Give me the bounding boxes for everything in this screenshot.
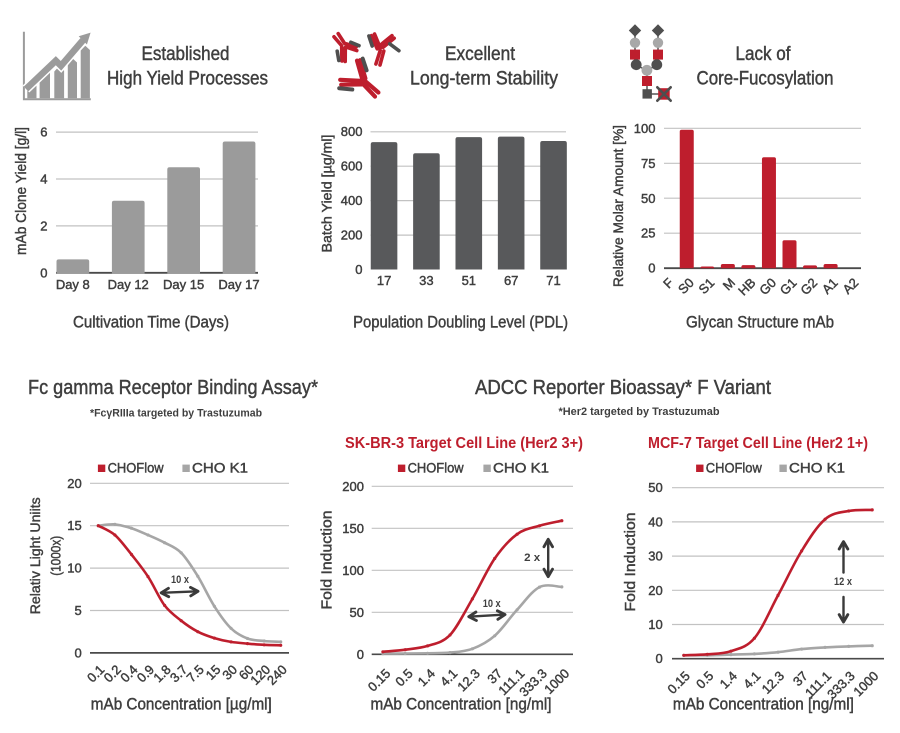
svg-text:Day 12: Day 12 [108, 277, 149, 292]
svg-text:10: 10 [67, 561, 81, 576]
svg-text:*Her2 targeted by Trastuzumab: *Her2 targeted by Trastuzumab [559, 406, 720, 418]
svg-text:Lack of: Lack of [736, 44, 792, 65]
svg-text:400: 400 [341, 193, 363, 208]
svg-text:Batch Yield [µg/ml]: Batch Yield [µg/ml] [318, 135, 334, 253]
svg-text:Day 17: Day 17 [218, 277, 259, 292]
svg-text:100: 100 [342, 563, 364, 578]
svg-text:12 x: 12 x [834, 576, 853, 588]
svg-text:Day 15: Day 15 [163, 277, 204, 292]
svg-text:0: 0 [355, 262, 362, 277]
svg-text:MCF-7 Target Cell Line (Her2 1: MCF-7 Target Cell Line (Her2 1+) [648, 435, 868, 452]
svg-text:F: F [660, 275, 676, 291]
svg-text:0: 0 [648, 261, 655, 276]
svg-text:(1000x): (1000x) [47, 536, 63, 576]
svg-text:CHO K1: CHO K1 [192, 460, 248, 476]
svg-text:17: 17 [377, 273, 391, 288]
svg-text:Relativ Light Uniits: Relativ Light Uniits [27, 497, 43, 614]
svg-text:CHO K1: CHO K1 [493, 460, 549, 476]
svg-text:Fold Induction: Fold Induction [319, 511, 336, 610]
svg-text:30: 30 [648, 549, 662, 564]
svg-text:A2: A2 [839, 275, 861, 297]
svg-text:Relative Molar Amount [%]: Relative Molar Amount [%] [610, 125, 626, 287]
svg-text:Fc gamma Receptor Binding Assa: Fc gamma Receptor Binding Assay* [28, 377, 318, 399]
svg-text:SK-BR-3 Target Cell Line (Her2: SK-BR-3 Target Cell Line (Her2 3+) [345, 435, 583, 452]
svg-text:Cultivation Time (Days): Cultivation Time (Days) [73, 313, 229, 332]
svg-text:40: 40 [648, 514, 662, 529]
svg-text:mAb Concentration [ng/ml]: mAb Concentration [ng/ml] [673, 696, 854, 714]
svg-text:ADCC Reporter Bioassay* F Vari: ADCC Reporter Bioassay* F Variant [475, 377, 771, 399]
svg-text:HB: HB [735, 275, 758, 298]
svg-text:mAb Concentration [ng/ml]: mAb Concentration [ng/ml] [371, 696, 552, 714]
svg-text:0.15: 0.15 [365, 666, 394, 695]
svg-text:50: 50 [350, 605, 364, 620]
svg-text:6: 6 [40, 125, 47, 140]
svg-text:0: 0 [74, 645, 81, 660]
svg-text:CHOFlow: CHOFlow [108, 460, 165, 476]
svg-text:Long-term Stability: Long-term Stability [410, 69, 558, 90]
svg-text:4: 4 [40, 172, 47, 187]
svg-text:10 x: 10 x [171, 574, 190, 586]
svg-text:100: 100 [634, 121, 656, 136]
svg-text:Glycan Structure mAb: Glycan Structure mAb [686, 313, 834, 332]
svg-text:0.5: 0.5 [693, 668, 716, 691]
svg-text:1000: 1000 [541, 666, 572, 697]
svg-text:Fold Induction: Fold Induction [622, 513, 639, 612]
svg-text:71: 71 [546, 273, 560, 288]
svg-text:50: 50 [648, 480, 662, 495]
svg-text:0: 0 [357, 647, 364, 662]
svg-text:12.3: 12.3 [454, 666, 483, 695]
svg-text:1000: 1000 [850, 668, 881, 699]
svg-text:20: 20 [67, 476, 81, 491]
svg-text:G2: G2 [797, 275, 820, 298]
svg-text:800: 800 [341, 124, 363, 139]
svg-text:200: 200 [342, 479, 364, 494]
svg-text:CHO K1: CHO K1 [789, 460, 845, 476]
svg-text:240: 240 [264, 662, 290, 688]
svg-text:Day 8: Day 8 [56, 277, 90, 292]
svg-text:33: 33 [419, 273, 433, 288]
svg-text:12.3: 12.3 [759, 668, 788, 697]
svg-text:0.5: 0.5 [392, 666, 415, 689]
svg-text:M: M [720, 275, 738, 293]
svg-text:*FcγRIIIa targeted by Trastuzu: *FcγRIIIa targeted by Trastuzumab [90, 407, 262, 419]
svg-text:Core-Fucosylation: Core-Fucosylation [697, 69, 834, 90]
svg-text:Established: Established [142, 44, 230, 65]
svg-text:0: 0 [40, 265, 47, 280]
svg-text:10: 10 [648, 617, 662, 632]
svg-text:50: 50 [641, 191, 655, 206]
svg-text:1.4: 1.4 [415, 666, 438, 689]
svg-text:600: 600 [341, 159, 363, 174]
svg-text:Excellent: Excellent [445, 44, 516, 65]
svg-text:CHOFlow: CHOFlow [408, 460, 465, 476]
svg-text:5: 5 [74, 603, 81, 618]
svg-text:S1: S1 [696, 275, 718, 297]
svg-text:15: 15 [67, 518, 81, 533]
svg-text:200: 200 [341, 228, 363, 243]
svg-text:150: 150 [342, 521, 364, 536]
svg-text:20: 20 [648, 583, 662, 598]
svg-text:Population Doubling Level (PDL: Population Doubling Level (PDL) [353, 313, 568, 332]
svg-text:51: 51 [462, 273, 476, 288]
svg-text:CHOFlow: CHOFlow [706, 460, 763, 476]
svg-text:0: 0 [655, 651, 662, 666]
svg-text:mAb Clone Yield [g/l]: mAb Clone Yield [g/l] [14, 127, 30, 255]
svg-text:S0: S0 [675, 275, 697, 297]
svg-text:mAb Concentration [µg/ml]: mAb Concentration [µg/ml] [91, 696, 272, 714]
svg-text:G0: G0 [756, 275, 779, 298]
svg-text:0.15: 0.15 [664, 668, 693, 697]
svg-text:A1: A1 [819, 275, 841, 297]
svg-text:67: 67 [504, 273, 518, 288]
svg-text:75: 75 [641, 156, 655, 171]
svg-text:2 x: 2 x [524, 552, 541, 564]
svg-text:G1: G1 [777, 275, 800, 298]
svg-text:2: 2 [40, 218, 47, 233]
svg-text:High Yield Processes: High Yield Processes [107, 69, 268, 90]
svg-text:1.4: 1.4 [717, 668, 740, 691]
svg-text:25: 25 [641, 226, 655, 241]
svg-text:10 x: 10 x [483, 598, 502, 610]
